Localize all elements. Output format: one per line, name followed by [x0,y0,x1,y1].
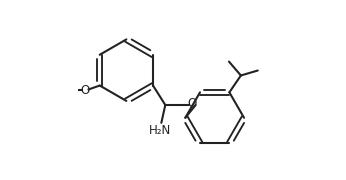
Text: H₂N: H₂N [149,124,172,138]
Text: O: O [188,98,197,111]
Text: O: O [81,84,90,97]
